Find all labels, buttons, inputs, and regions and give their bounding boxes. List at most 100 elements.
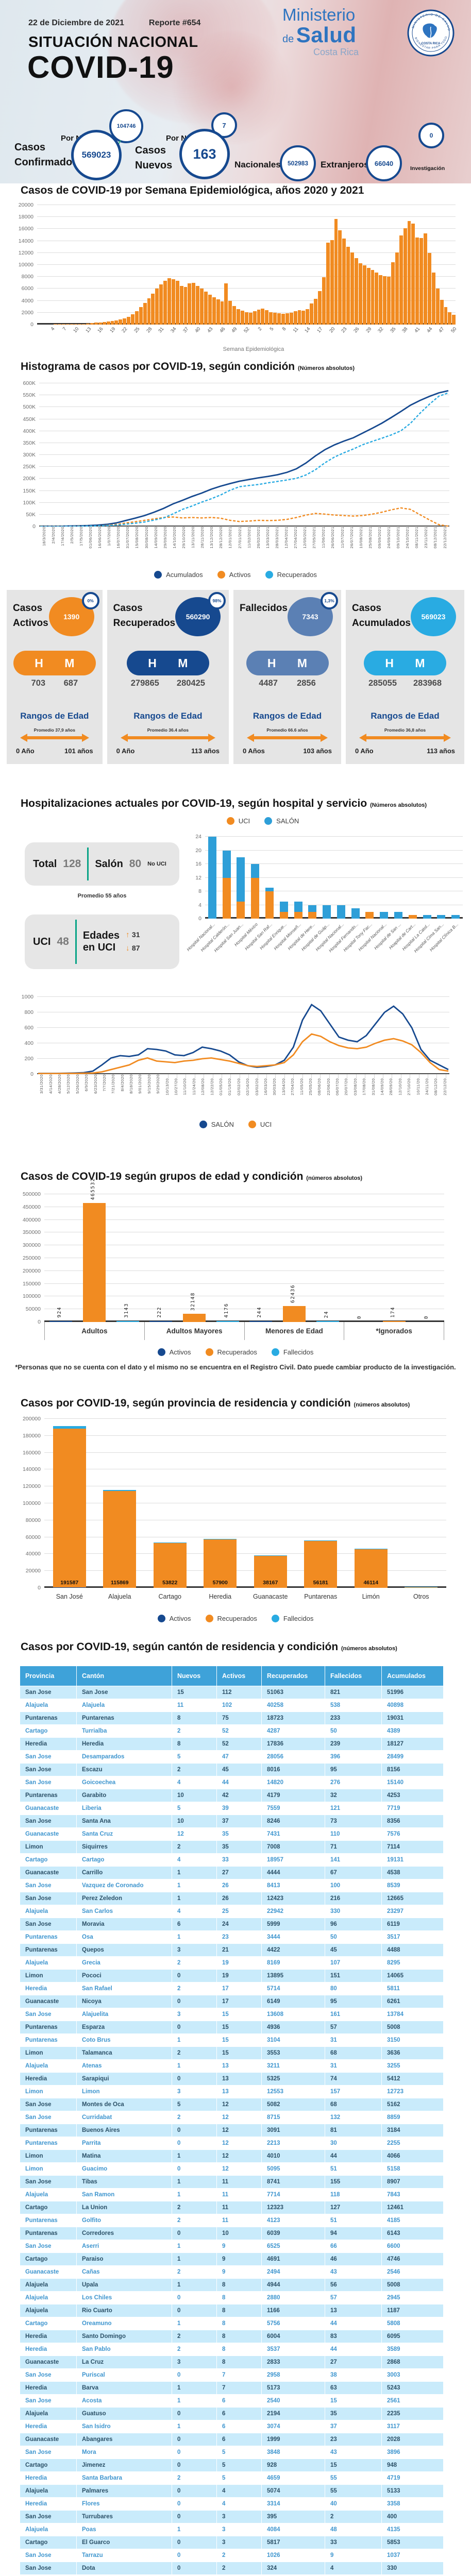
table-cell: 3896 bbox=[381, 2446, 444, 2459]
table-cell: 0 bbox=[172, 2304, 217, 2317]
table-row: San Jose Mora 0 5 3848 43 3896 bbox=[20, 2446, 444, 2459]
gridline bbox=[44, 1570, 446, 1571]
hospital-legend: UCI SALÓN bbox=[155, 817, 371, 825]
week-bar bbox=[306, 309, 310, 325]
province-bar-value: 57900 bbox=[212, 1580, 228, 1586]
y-tick-label: 4000 bbox=[21, 297, 33, 304]
casos-confirmados-circle: 569023 bbox=[71, 130, 122, 180]
table-cell: 396 bbox=[325, 1750, 382, 1764]
age-bar-value: 0 bbox=[423, 1315, 429, 1319]
week-bar bbox=[330, 240, 334, 325]
week-bar bbox=[431, 273, 435, 325]
week-bar bbox=[244, 312, 248, 325]
table-cell: 1999 bbox=[261, 2433, 325, 2446]
table-cell: 3 bbox=[172, 2008, 217, 2021]
table-row: San Jose Acosta 1 6 2540 15 2561 bbox=[20, 2394, 444, 2408]
table-cell: Puntarenas bbox=[20, 2021, 77, 2034]
legend-dot bbox=[248, 1121, 256, 1128]
table-row: Guanacaste Abangares 0 6 1999 23 2028 bbox=[20, 2433, 444, 2446]
hospital-bar-seg bbox=[237, 901, 245, 919]
legend-item: Activos bbox=[157, 1348, 191, 1356]
promedio-label: Promedio 66.6 años bbox=[266, 727, 308, 733]
table-cell: 13 bbox=[325, 2304, 382, 2317]
condition-card-2: Fallecidos 7343 1,3% H M 4487 2856 Rangos de Ed… bbox=[233, 590, 341, 764]
table-cell: Tarrazu bbox=[76, 2549, 172, 2562]
week-bar bbox=[366, 267, 371, 325]
table-row: Alajuela Poas 1 3 4084 48 4135 bbox=[20, 2523, 444, 2536]
age-category-label: Adultos bbox=[44, 1322, 144, 1340]
x-tick: 01/19/20... bbox=[225, 1074, 234, 1115]
chart-title: Casos por COVID-19, según provincia de r… bbox=[21, 1397, 410, 1409]
table-cell: Puntarenas bbox=[20, 1789, 77, 1802]
table-cell: 3104 bbox=[261, 2033, 325, 2047]
table-cell: 7 bbox=[216, 2381, 262, 2395]
card-value-wrap: 569023 bbox=[411, 597, 458, 637]
week-bar bbox=[179, 285, 183, 325]
table-cell: San Jose bbox=[20, 1763, 77, 1776]
table-cell: Cañas bbox=[76, 2265, 172, 2279]
week-bar bbox=[208, 295, 212, 325]
x-tick-label: 27/01/2021 bbox=[237, 527, 242, 549]
nacionales-label: Nacionales bbox=[234, 160, 281, 170]
table-cell: Guatuso bbox=[76, 2407, 172, 2420]
week-bar bbox=[419, 238, 424, 325]
x-tick: 24/09/2021 bbox=[384, 527, 393, 568]
table-cell: Guanacaste bbox=[20, 1866, 77, 1879]
table-cell: Vazquez de Coronado bbox=[76, 1879, 172, 1892]
table-cell: La Cruz bbox=[76, 2355, 172, 2369]
table-cell: 55 bbox=[325, 2471, 382, 2485]
table-cell: 1 bbox=[172, 2317, 217, 2330]
y-tick-label: 2000 bbox=[21, 309, 33, 316]
table-cell: 1 bbox=[172, 2240, 217, 2253]
table-header-row: Provincia Cantón Nuevos Activos Recuperados F… bbox=[20, 1666, 444, 1686]
x-tick: 16/03/20... bbox=[261, 1074, 270, 1115]
semana-axes: 0 2000 4000 6000 8000 10000 12000 14000 16000 180… bbox=[10, 202, 471, 328]
table-cell: 0 bbox=[172, 2484, 217, 2498]
table-row: Puntarenas Golfito 2 11 4123 51 4185 bbox=[20, 2214, 444, 2227]
week-bar bbox=[237, 309, 241, 325]
x-tick-label: 17/5/2020 bbox=[78, 527, 83, 546]
gridline bbox=[37, 228, 456, 229]
week-bar bbox=[346, 247, 350, 325]
table-cell: 5173 bbox=[261, 2381, 325, 2395]
table-row: Puntarenas Buenos Aires 0 12 3091 81 3184 bbox=[20, 2124, 444, 2137]
table-cell: 12 bbox=[216, 2098, 262, 2111]
x-tick-label: 24/10/2021 bbox=[405, 527, 410, 549]
x-tick-labels: 3/31/2020 4/14/2020 4/28/2020 5/12/2020 5/26… bbox=[37, 1074, 449, 1115]
table-cell: 6143 bbox=[381, 2227, 444, 2240]
y-tick-label: 24 bbox=[195, 834, 201, 840]
age-range: 0 Año 113 años bbox=[116, 747, 220, 755]
table-cell: 15 bbox=[172, 1686, 217, 1699]
h-value: 4487 bbox=[259, 679, 278, 688]
arrow-left-icon bbox=[20, 734, 27, 742]
y-tick-label: 600 bbox=[24, 1025, 33, 1031]
table-row: Alajuela Upala 1 8 4944 56 5008 bbox=[20, 2278, 444, 2292]
x-tick: 01/06/2020 bbox=[86, 527, 95, 568]
table-cell: 12723 bbox=[381, 2085, 444, 2098]
report-date-line: 22 de Diciembre de 2021 Reporte #654 bbox=[28, 19, 225, 28]
table-cell: Alajuela bbox=[20, 2523, 77, 2536]
table-cell: 2 bbox=[172, 1724, 217, 1738]
legend-label: Recuperados bbox=[217, 1615, 257, 1622]
table-cell: 4444 bbox=[261, 1866, 325, 1879]
table-row: Puntarenas Coto Brus 1 15 3104 31 3150 bbox=[20, 2033, 444, 2047]
table-cell: 8907 bbox=[381, 2175, 444, 2189]
table-cell: Limon bbox=[20, 1840, 77, 1854]
table-cell: 6 bbox=[216, 2420, 262, 2433]
x-tick-label: 9/29/2020 bbox=[156, 1074, 161, 1094]
legend-label: UCI bbox=[238, 817, 250, 825]
table-cell: 7431 bbox=[261, 1827, 325, 1841]
table-cell: Cartago bbox=[20, 2317, 77, 2330]
table-cell: 23 bbox=[325, 2433, 382, 2446]
table-cell: 4066 bbox=[381, 2149, 444, 2163]
table-cell: 7008 bbox=[261, 1840, 325, 1854]
m-value: 687 bbox=[63, 679, 78, 688]
legend-label: Activos bbox=[169, 1615, 191, 1622]
y-tick-label: 200 bbox=[24, 1056, 33, 1062]
week-bar bbox=[175, 281, 179, 325]
table-row: Puntarenas Puntarenas 8 75 18723 233 19031 bbox=[20, 1711, 444, 1725]
age-range-arrow bbox=[359, 734, 451, 742]
gridline bbox=[44, 1435, 446, 1436]
x-tick-label: 28/12/2020 bbox=[218, 527, 224, 549]
hospital-section: Hospitalizaciones actuales por COVID-19,… bbox=[0, 798, 471, 979]
